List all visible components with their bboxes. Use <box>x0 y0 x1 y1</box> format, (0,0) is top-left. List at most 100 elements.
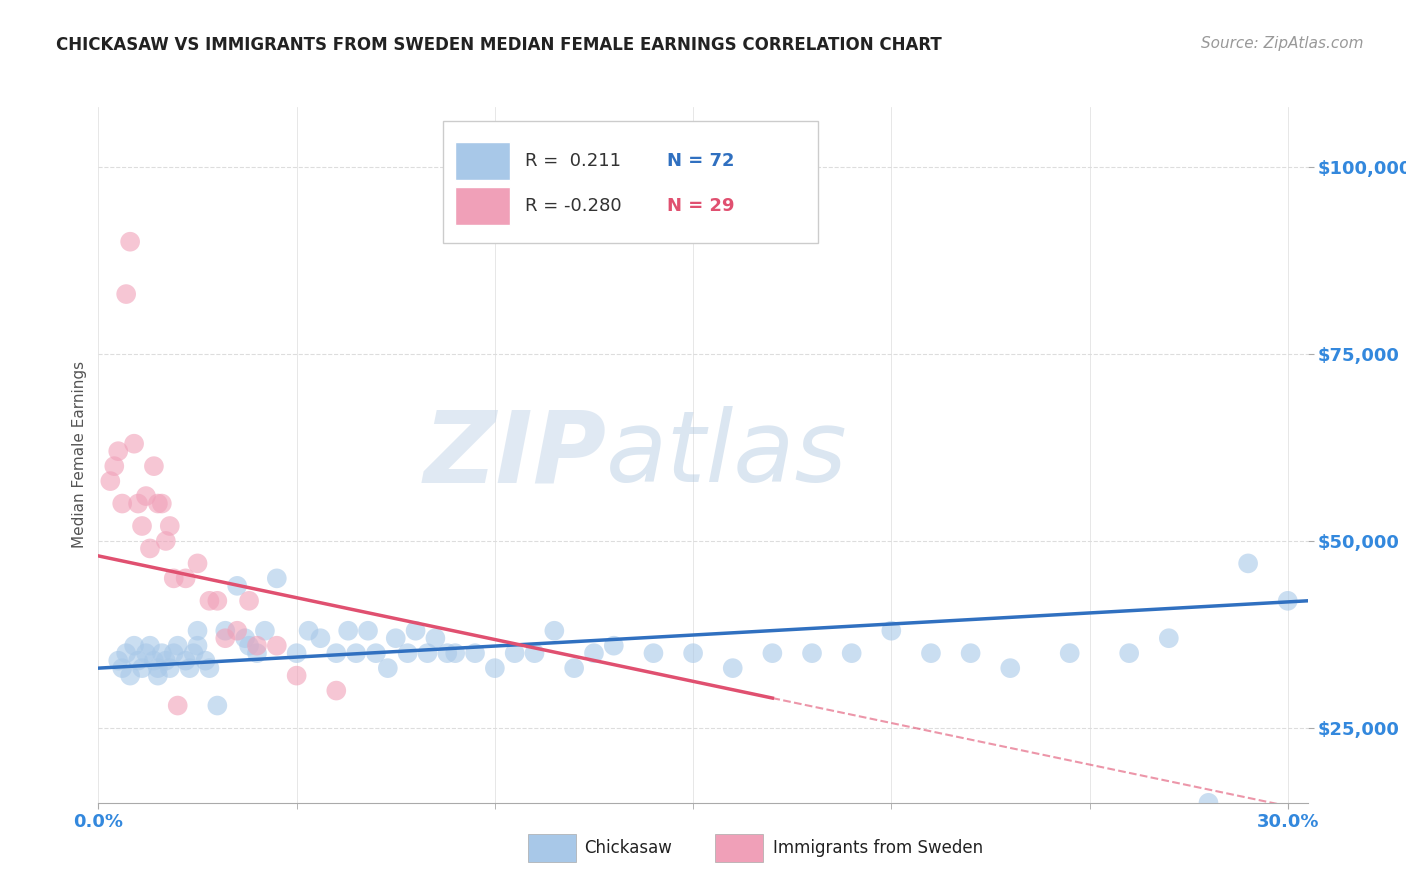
Point <box>503 646 526 660</box>
Point <box>1277 594 1299 608</box>
Point <box>377 661 399 675</box>
Point <box>135 646 157 660</box>
Point <box>444 646 467 660</box>
Point <box>253 624 276 638</box>
Point <box>920 646 942 660</box>
Point <box>246 639 269 653</box>
FancyBboxPatch shape <box>456 187 509 226</box>
Point <box>186 557 208 571</box>
FancyBboxPatch shape <box>716 834 763 862</box>
Point <box>266 639 288 653</box>
Point <box>405 624 427 638</box>
Point <box>207 594 229 608</box>
Point <box>233 631 256 645</box>
Point <box>183 646 205 660</box>
Point <box>111 661 134 675</box>
Point <box>166 698 188 713</box>
Point <box>761 646 783 660</box>
Point <box>163 646 186 660</box>
Point <box>194 654 217 668</box>
Point <box>139 639 162 653</box>
Text: Chickasaw: Chickasaw <box>585 839 672 857</box>
Point <box>582 646 605 660</box>
Text: N = 29: N = 29 <box>666 197 734 215</box>
Point <box>285 646 308 660</box>
Point <box>226 579 249 593</box>
Point <box>139 541 162 556</box>
Point <box>357 624 380 638</box>
Point <box>146 497 169 511</box>
Point <box>131 519 153 533</box>
Point <box>174 654 197 668</box>
Point <box>959 646 981 660</box>
Point <box>198 661 221 675</box>
Point <box>603 639 626 653</box>
Point <box>416 646 439 660</box>
Point <box>207 698 229 713</box>
Point <box>120 235 142 249</box>
Point <box>166 639 188 653</box>
Point <box>131 661 153 675</box>
Point <box>801 646 824 660</box>
Text: N = 72: N = 72 <box>666 152 734 169</box>
Point <box>384 631 406 645</box>
Point <box>142 459 165 474</box>
Text: Immigrants from Sweden: Immigrants from Sweden <box>773 839 983 857</box>
Point <box>127 654 149 668</box>
FancyBboxPatch shape <box>443 121 818 243</box>
Point <box>464 646 486 660</box>
Point <box>344 646 367 660</box>
Point <box>484 661 506 675</box>
Point <box>337 624 360 638</box>
Text: CHICKASAW VS IMMIGRANTS FROM SWEDEN MEDIAN FEMALE EARNINGS CORRELATION CHART: CHICKASAW VS IMMIGRANTS FROM SWEDEN MEDI… <box>56 36 942 54</box>
Point <box>163 571 186 585</box>
Point <box>186 639 208 653</box>
Point <box>111 497 134 511</box>
Point <box>285 668 308 682</box>
Point <box>562 661 585 675</box>
Point <box>179 661 201 675</box>
Point <box>150 646 173 660</box>
Point <box>122 639 145 653</box>
Point <box>523 646 546 660</box>
Point <box>297 624 319 638</box>
Point <box>682 646 704 660</box>
Point <box>115 287 138 301</box>
Point <box>142 654 165 668</box>
Point <box>238 594 260 608</box>
Point <box>238 639 260 653</box>
FancyBboxPatch shape <box>527 834 576 862</box>
Point <box>155 533 177 548</box>
Point <box>159 519 181 533</box>
Point <box>103 459 125 474</box>
Text: atlas: atlas <box>606 407 848 503</box>
Point <box>309 631 332 645</box>
Point <box>120 668 142 682</box>
Point <box>1118 646 1140 660</box>
Point <box>246 646 269 660</box>
Point <box>115 646 138 660</box>
Point <box>841 646 863 660</box>
Point <box>721 661 744 675</box>
Text: Source: ZipAtlas.com: Source: ZipAtlas.com <box>1201 36 1364 51</box>
Point <box>1198 796 1220 810</box>
Point <box>155 654 177 668</box>
Point <box>364 646 387 660</box>
Point <box>1000 661 1022 675</box>
Point <box>150 497 173 511</box>
Point <box>198 594 221 608</box>
Point <box>146 661 169 675</box>
Point <box>325 646 347 660</box>
Point <box>396 646 419 660</box>
Point <box>122 436 145 450</box>
Point <box>1059 646 1081 660</box>
Y-axis label: Median Female Earnings: Median Female Earnings <box>72 361 87 549</box>
Point <box>1157 631 1180 645</box>
Point <box>880 624 903 638</box>
Point <box>325 683 347 698</box>
Point <box>266 571 288 585</box>
Point <box>643 646 665 660</box>
Point <box>146 668 169 682</box>
Point <box>214 631 236 645</box>
Point <box>214 624 236 638</box>
